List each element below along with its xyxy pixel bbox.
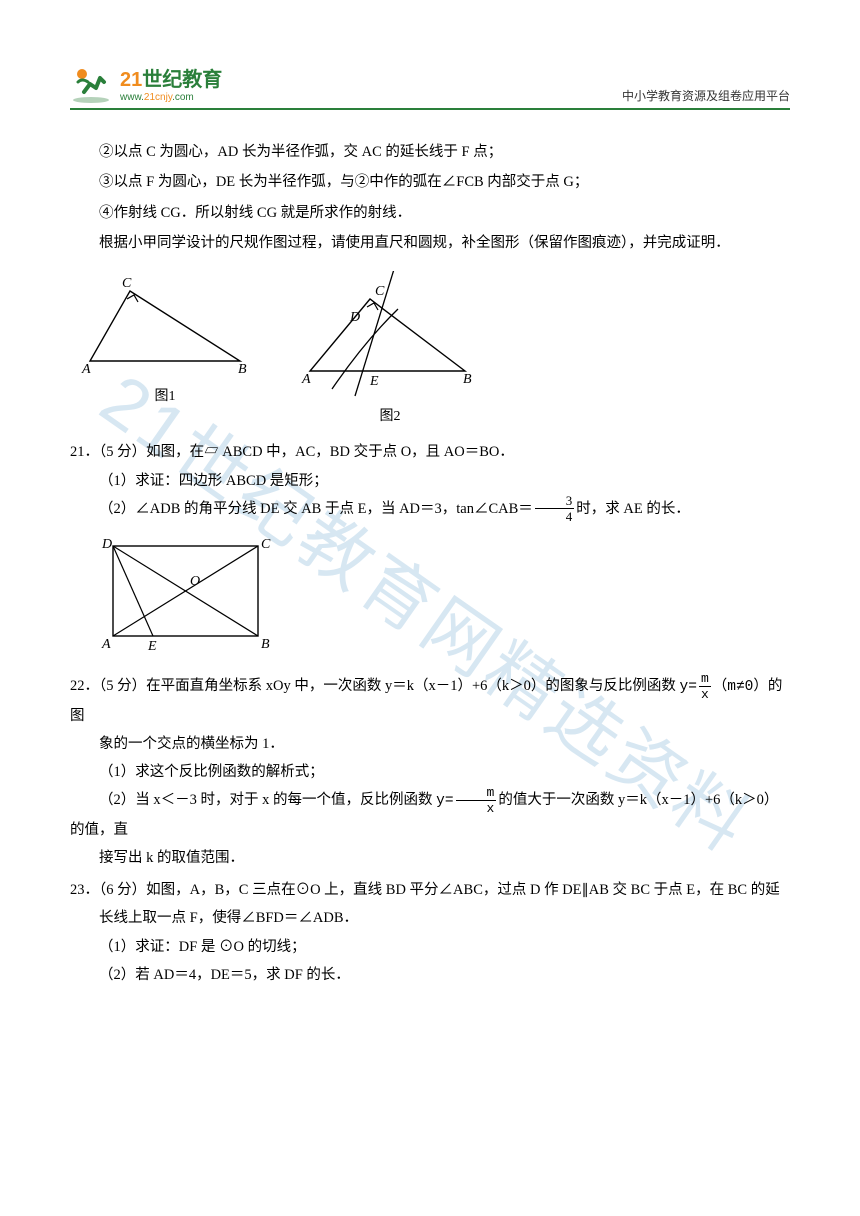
figure-2: A B C D E 图2 (290, 271, 490, 430)
q21-frac-num: 3 (535, 494, 575, 509)
q22-part2: （2）当 x＜－3 时，对于 x 的每一个值，反比例函数 y=mx的值大于一次函… (70, 786, 790, 844)
construction-step-4: ④作射线 CG．所以射线 CG 就是所求作的射线． (70, 199, 790, 227)
svg-text:E: E (147, 639, 157, 654)
svg-text:A: A (101, 637, 111, 652)
logo-title-num: 21 (120, 69, 142, 91)
logo-title-cn: 世纪教育 (142, 69, 222, 91)
q22-part1: （1）求这个反比例函数的解析式； (70, 758, 790, 786)
svg-text:O: O (190, 574, 200, 589)
logo: 21世纪教育 www.21cnjy.com (70, 62, 222, 104)
header-tagline: 中小学教育资源及组卷应用平台 (622, 87, 790, 104)
q22-frac-num: m (699, 672, 711, 687)
svg-text:C: C (122, 276, 132, 291)
rectangle-svg: D C A B E O (98, 534, 273, 654)
q21-2b: 时，求 AE 的长． (576, 501, 690, 517)
page-container: 21世纪教育 www.21cnjy.com 中小学教育资源及组卷应用平台 ②以点… (0, 0, 860, 1029)
q23-heading-b: 长线上取一点 F，使得∠BFD＝∠ADB． (70, 904, 790, 932)
logo-title: 21世纪教育 (120, 63, 222, 92)
q22-2-yeq: y= (436, 793, 453, 809)
svg-text:D: D (101, 537, 112, 552)
q22-frac-den: x (699, 687, 711, 701)
page-header: 21世纪教育 www.21cnjy.com 中小学教育资源及组卷应用平台 (70, 62, 790, 110)
q22-c: 象的一个交点的横坐标为 1． (70, 730, 790, 758)
logo-text-block: 21世纪教育 www.21cnjy.com (120, 63, 222, 103)
q22-a: 22．（5 分）在平面直角坐标系 xOy 中，一次函数 y＝k（x－1）+6（k… (70, 678, 680, 694)
figure-1: A B C 图1 (70, 271, 260, 430)
q21-part1: （1）求证：四边形 ABCD 是矩形； (70, 467, 790, 495)
q21-frac-den: 4 (535, 509, 575, 523)
triangle-1-svg: A B C (70, 271, 260, 381)
figure-1-caption: 图1 (70, 383, 260, 410)
q22-yeq: y= (680, 679, 697, 695)
q21-part2: （2）∠ADB 的角平分线 DE 交 AB 于点 E，当 AD＝3，tan∠CA… (70, 495, 790, 524)
svg-text:A: A (81, 362, 91, 377)
q22-2-frac-den: x (456, 801, 497, 815)
construction-step-2: ②以点 C 为圆心，AD 长为半径作弧，交 AC 的延长线于 F 点； (70, 138, 790, 166)
logo-runner-icon (70, 62, 112, 104)
q21-fraction: 34 (535, 494, 575, 523)
q22-2a: （2）当 x＜－3 时，对于 x 的每一个值，反比例函数 (99, 792, 436, 808)
q23-part1: （1）求证：DF 是 ⊙O 的切线； (70, 933, 790, 961)
figures-row-1: A B C 图1 A B C D E 图2 (70, 271, 790, 430)
q21-2a: （2）∠ADB 的角平分线 DE 交 AB 于点 E，当 AD＝3，tan∠CA… (99, 501, 533, 517)
q22-frac: mx (699, 672, 711, 701)
logo-url-b: 21cnjy (144, 92, 172, 103)
triangle-2-svg: A B C D E (290, 271, 490, 401)
svg-text:C: C (375, 284, 385, 299)
q22-2-frac-num: m (456, 786, 497, 801)
q22-2-frac: mx (456, 786, 497, 815)
construction-step-3: ③以点 F 为圆心，DE 长为半径作弧，与②中作的弧在∠FCB 内部交于点 G； (70, 168, 790, 196)
construction-note: 根据小甲同学设计的尺规作图过程，请使用直尺和圆规，补全图形（保留作图痕迹），并完… (70, 229, 790, 257)
q21-heading: 21．（5 分）如图，在▱ ABCD 中，AC，BD 交于点 O，且 AO＝BO… (70, 438, 790, 466)
svg-text:B: B (238, 362, 247, 377)
svg-text:C: C (261, 537, 271, 552)
q23-heading-a: 23．（6 分）如图，A，B，C 三点在⊙O 上，直线 BD 平分∠ABC，过点… (70, 876, 790, 904)
logo-url-a: www. (120, 92, 144, 103)
q22-paren: （m≠0） (713, 679, 768, 695)
svg-text:B: B (261, 637, 270, 652)
svg-text:D: D (349, 310, 360, 325)
svg-text:E: E (369, 374, 379, 389)
q22-heading: 22．（5 分）在平面直角坐标系 xOy 中，一次函数 y＝k（x－1）+6（k… (70, 672, 790, 730)
q22-2c: 接写出 k 的取值范围． (70, 844, 790, 872)
svg-text:A: A (301, 372, 311, 387)
content-body: ②以点 C 为圆心，AD 长为半径作弧，交 AC 的延长线于 F 点； ③以点 … (70, 138, 790, 989)
figure-2-caption: 图2 (290, 403, 490, 430)
logo-url-c: .com (172, 92, 194, 103)
logo-url: www.21cnjy.com (120, 92, 222, 103)
q23-part2: （2）若 AD＝4，DE＝5，求 DF 的长． (70, 961, 790, 989)
figure-rectangle: D C A B E O (98, 534, 790, 664)
svg-text:B: B (463, 372, 472, 387)
